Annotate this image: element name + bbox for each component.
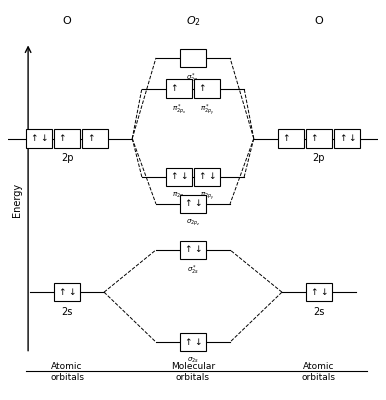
Text: ↑: ↑ <box>171 172 178 182</box>
Text: O: O <box>63 16 71 26</box>
Text: ↓: ↓ <box>194 199 201 208</box>
Bar <box>334 129 360 148</box>
Text: ↑: ↑ <box>339 134 346 143</box>
Text: 2p: 2p <box>61 153 73 163</box>
Text: 2s: 2s <box>313 307 325 317</box>
Text: 2p: 2p <box>313 153 325 163</box>
Bar <box>306 283 332 301</box>
Bar <box>54 129 80 148</box>
Text: ↑: ↑ <box>199 84 206 93</box>
Text: 2s: 2s <box>61 307 73 317</box>
Text: $\sigma^*_{2s}$: $\sigma^*_{2s}$ <box>187 264 199 277</box>
Text: O: O <box>315 16 323 26</box>
Text: ↓: ↓ <box>180 172 187 182</box>
Text: ↓: ↓ <box>208 172 215 182</box>
Text: ↑: ↑ <box>199 172 206 182</box>
Bar <box>82 129 108 148</box>
Text: Atomic
orbitals: Atomic orbitals <box>50 362 84 382</box>
Text: Energy: Energy <box>12 183 22 217</box>
Bar <box>54 283 80 301</box>
Text: $\sigma^*_{2p_z}$: $\sigma^*_{2p_z}$ <box>186 72 200 86</box>
Bar <box>194 80 220 98</box>
Text: $O_2$: $O_2$ <box>186 14 200 28</box>
Text: $\pi_{2p_y}$: $\pi_{2p_y}$ <box>200 191 214 202</box>
Bar <box>194 168 220 186</box>
Bar <box>166 80 192 98</box>
Text: ↓: ↓ <box>40 134 47 143</box>
Text: ↑: ↑ <box>59 134 66 143</box>
Text: ↓: ↓ <box>194 338 201 346</box>
Text: ↑: ↑ <box>185 338 192 346</box>
Bar <box>180 333 206 351</box>
Text: ↑: ↑ <box>30 134 38 143</box>
Text: ↓: ↓ <box>68 288 75 297</box>
Bar <box>306 129 332 148</box>
Bar <box>180 195 206 213</box>
Bar <box>166 168 192 186</box>
Text: ↑: ↑ <box>311 134 318 143</box>
Text: $\sigma_{2p_z}$: $\sigma_{2p_z}$ <box>186 218 200 228</box>
Text: ↑: ↑ <box>311 288 318 297</box>
Text: Atomic
orbitals: Atomic orbitals <box>302 362 336 382</box>
Bar <box>278 129 304 148</box>
Text: $\pi_{2p_x}$: $\pi_{2p_x}$ <box>172 191 186 201</box>
Text: ↑: ↑ <box>59 288 66 297</box>
Bar <box>180 49 206 67</box>
Text: ↑: ↑ <box>185 246 192 254</box>
Text: ↑: ↑ <box>283 134 290 143</box>
Text: $\pi^*_{2p_x}$: $\pi^*_{2p_x}$ <box>172 102 186 117</box>
Text: $\sigma_{2s}$: $\sigma_{2s}$ <box>187 356 199 365</box>
Text: ↓: ↓ <box>320 288 327 297</box>
Text: Molecular
orbitals: Molecular orbitals <box>171 362 215 382</box>
Text: ↑: ↑ <box>87 134 94 143</box>
Text: $\pi^*_{2p_y}$: $\pi^*_{2p_y}$ <box>200 102 214 118</box>
Text: ↓: ↓ <box>348 134 356 143</box>
Bar <box>180 241 206 259</box>
Bar <box>26 129 52 148</box>
Text: ↑: ↑ <box>171 84 178 93</box>
Text: ↑: ↑ <box>185 199 192 208</box>
Text: ↓: ↓ <box>194 246 201 254</box>
